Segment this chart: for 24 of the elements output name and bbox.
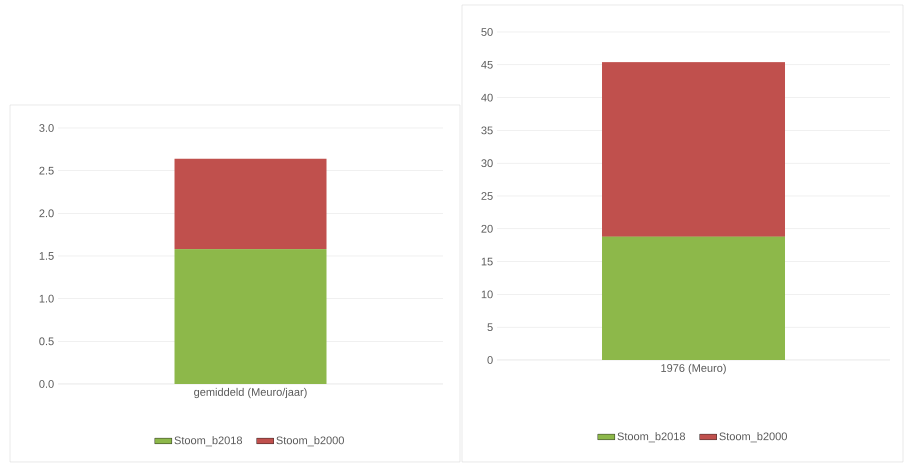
y-tick-label: 2.5 <box>39 166 54 175</box>
y-tick-label: 2.0 <box>39 209 54 218</box>
y-tick-label: 5 <box>487 323 493 332</box>
legend-label: Stoom_b2018 <box>618 432 686 442</box>
x-tick-label: gemiddeld (Meuro/jaar) <box>194 388 307 398</box>
y-tick-label: 25 <box>481 192 493 200</box>
y-tick-label: 0.5 <box>39 337 54 346</box>
legend-label: Stoom_b2018 <box>174 436 242 446</box>
y-tick-label: 45 <box>481 60 493 69</box>
y-tick-label: 1.5 <box>40 252 54 260</box>
y-tick-label: 0.0 <box>39 380 54 388</box>
y-tick-label: 3.0 <box>39 124 54 132</box>
y-tick-label: 35 <box>481 126 493 134</box>
y-tick-label: 1.0 <box>40 294 54 303</box>
y-tick-label: 10 <box>482 290 493 298</box>
y-tick-label: 30 <box>481 159 493 168</box>
y-tick-label: 15 <box>482 258 493 266</box>
y-tick-label: 40 <box>481 94 493 102</box>
legend-label: Stoom_b2000 <box>719 432 787 442</box>
y-tick-label: 20 <box>481 224 493 233</box>
y-tick-label: 0 <box>487 356 493 364</box>
legend-label: Stoom_b2000 <box>276 436 344 446</box>
x-tick-label: 1976 (Meuro) <box>661 364 726 374</box>
y-tick-label: 50 <box>481 28 493 36</box>
